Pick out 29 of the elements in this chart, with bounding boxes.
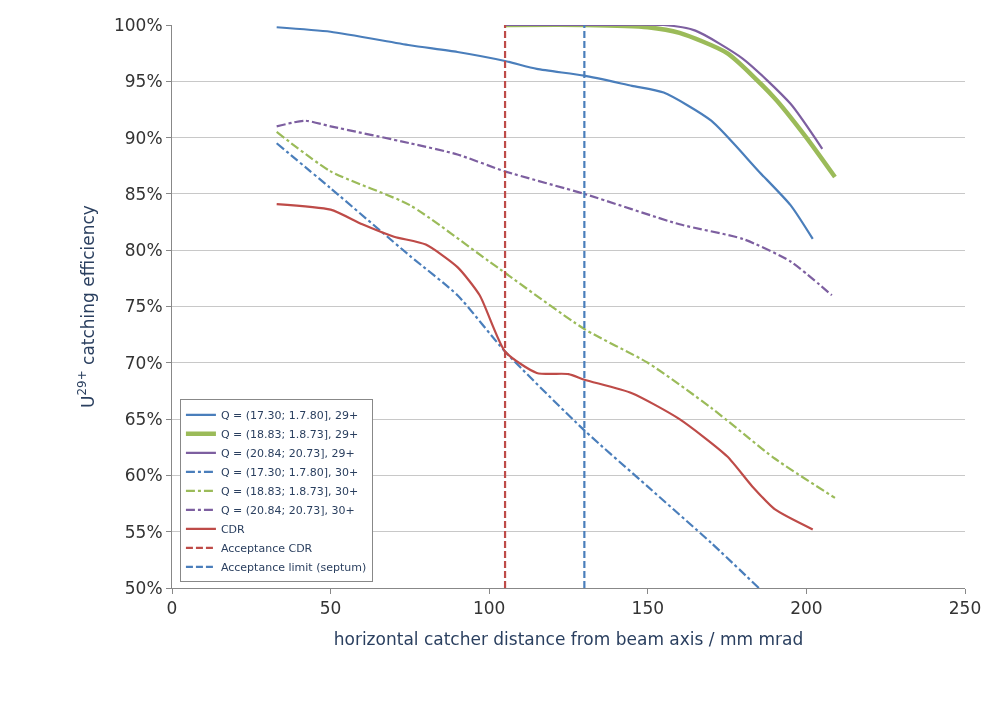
legend-label: CDR [220, 523, 246, 537]
legend-label: Q = (20.84; 20.73], 29+ [220, 447, 355, 461]
y-tick-label: 65% [124, 409, 163, 430]
y-tick-label: 60% [124, 465, 163, 486]
legend-label: Q = (17.30; 1.7.80], 29+ [220, 409, 359, 423]
legend-label: Q = (17.30; 1.7.80], 30+ [220, 466, 359, 480]
y-tick-label: 85% [124, 183, 163, 204]
y-tick-label: 75% [124, 296, 163, 317]
x-tick-label: 200 [790, 598, 823, 619]
line-series [503, 25, 824, 150]
legend-label: Acceptance limit (septum) [220, 561, 367, 575]
legend-label: Q = (20.84; 20.73], 30+ [220, 504, 355, 518]
y-tick-label: 100% [113, 14, 163, 35]
legend-label: Acceptance CDR [220, 542, 313, 556]
y-tick-label: 70% [124, 352, 163, 373]
x-tick-label: 100 [472, 598, 506, 619]
line-series [275, 119, 833, 297]
y-tick-label: 50% [124, 577, 163, 598]
y-tick-label: 80% [124, 240, 163, 261]
legend-label: Q = (18.83; 1.8.73], 29+ [220, 428, 359, 442]
y-tick-label: 95% [124, 71, 163, 92]
x-axis-title: horizontal catcher distance from beam axis / mm mrad [333, 628, 804, 649]
y-tick-label: 90% [124, 127, 163, 148]
x-tick-label: 50 [319, 598, 342, 619]
x-tick-label: 150 [631, 598, 665, 619]
y-tick-label: 55% [124, 521, 163, 542]
x-tick-label: 250 [948, 598, 982, 619]
x-tick-label: 0 [166, 598, 178, 619]
legend-label: Q = (18.83; 1.8.73], 30+ [220, 485, 359, 499]
